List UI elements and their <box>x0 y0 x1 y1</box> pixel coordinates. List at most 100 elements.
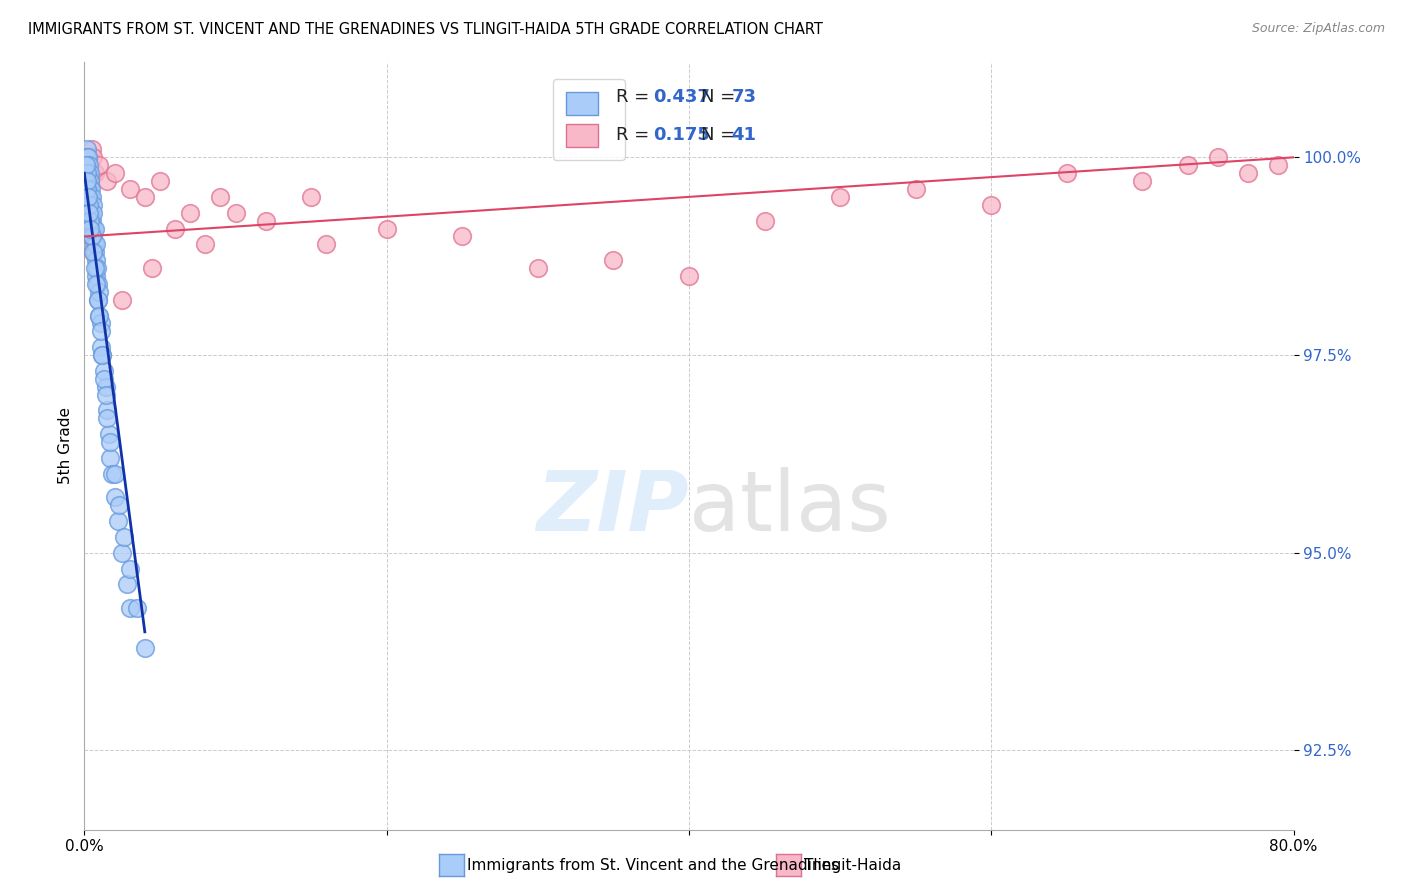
Text: R =: R = <box>616 127 655 145</box>
Point <box>1132 174 1154 188</box>
Point <box>83 237 105 252</box>
Text: atlas: atlas <box>689 467 890 548</box>
Point <box>79 158 101 172</box>
Point <box>77 150 100 164</box>
Point <box>602 253 624 268</box>
Point <box>84 261 107 276</box>
Point <box>375 221 398 235</box>
Point <box>89 158 111 172</box>
Point <box>76 166 98 180</box>
Point <box>118 601 141 615</box>
Point <box>79 166 101 180</box>
Point <box>91 348 114 362</box>
Point <box>980 198 1002 212</box>
Point <box>82 245 104 260</box>
Point <box>80 182 103 196</box>
Point <box>1177 158 1199 172</box>
Point <box>79 190 101 204</box>
Point <box>86 277 108 291</box>
Point <box>84 166 107 180</box>
Point <box>104 491 127 505</box>
Y-axis label: 5th Grade: 5th Grade <box>58 408 73 484</box>
Point <box>97 427 120 442</box>
Point <box>79 198 101 212</box>
Point <box>82 198 104 212</box>
Point <box>80 143 103 157</box>
Point <box>75 150 97 164</box>
Point <box>79 213 101 227</box>
Legend: , : , <box>553 79 626 160</box>
Point <box>111 293 134 307</box>
Point <box>79 221 101 235</box>
Text: IMMIGRANTS FROM ST. VINCENT AND THE GRENADINES VS TLINGIT-HAIDA 5TH GRADE CORREL: IMMIGRANTS FROM ST. VINCENT AND THE GREN… <box>28 22 823 37</box>
Point <box>209 190 232 204</box>
Point <box>82 229 104 244</box>
Point <box>93 364 115 378</box>
Point <box>118 182 141 196</box>
Point <box>299 190 322 204</box>
Point <box>96 174 118 188</box>
Point <box>80 229 103 244</box>
Point <box>84 245 107 260</box>
Point <box>76 190 98 204</box>
Point <box>134 190 156 204</box>
Point <box>100 467 122 481</box>
Point <box>451 229 474 244</box>
Point <box>904 182 927 196</box>
Point <box>315 237 337 252</box>
Point <box>77 150 100 164</box>
Text: Tlingit-Haida: Tlingit-Haida <box>804 858 901 872</box>
Point <box>77 174 100 188</box>
Point <box>84 221 107 235</box>
Point <box>115 577 138 591</box>
Point <box>179 205 201 219</box>
Text: N =: N = <box>702 127 741 145</box>
Text: 73: 73 <box>731 88 756 106</box>
Point <box>86 261 108 276</box>
Point <box>91 348 114 362</box>
Point <box>754 213 776 227</box>
Point <box>79 213 101 227</box>
Point <box>76 158 98 172</box>
Point <box>254 213 277 227</box>
Point <box>82 245 104 260</box>
Point <box>90 340 112 354</box>
Point <box>194 237 217 252</box>
Text: ZIP: ZIP <box>536 467 689 548</box>
Point <box>80 213 103 227</box>
Point <box>75 158 97 172</box>
Point <box>527 261 550 276</box>
Text: R =: R = <box>616 88 655 106</box>
Point <box>678 268 700 283</box>
Point <box>76 174 98 188</box>
Point <box>89 309 111 323</box>
Point <box>141 261 163 276</box>
Point <box>134 640 156 655</box>
Point <box>830 190 852 204</box>
Point <box>118 561 141 575</box>
Point <box>87 293 110 307</box>
Point <box>84 237 107 252</box>
Point <box>80 190 103 204</box>
Text: 41: 41 <box>731 127 756 145</box>
Point <box>165 221 187 235</box>
Point <box>89 285 111 299</box>
Point <box>149 174 172 188</box>
Point <box>77 198 100 212</box>
Point <box>89 309 111 323</box>
Point <box>82 205 104 219</box>
Point <box>111 546 134 560</box>
Point <box>80 205 103 219</box>
Point <box>108 498 131 512</box>
Point <box>90 324 112 338</box>
Point <box>77 158 100 172</box>
Point <box>77 182 100 196</box>
Point <box>82 150 104 164</box>
Text: 0.437: 0.437 <box>652 88 710 106</box>
Point <box>90 317 112 331</box>
Point <box>79 174 101 188</box>
Point <box>112 530 135 544</box>
Text: Immigrants from St. Vincent and the Grenadines: Immigrants from St. Vincent and the Gren… <box>467 858 839 872</box>
Point <box>77 166 100 180</box>
Point <box>225 205 247 219</box>
